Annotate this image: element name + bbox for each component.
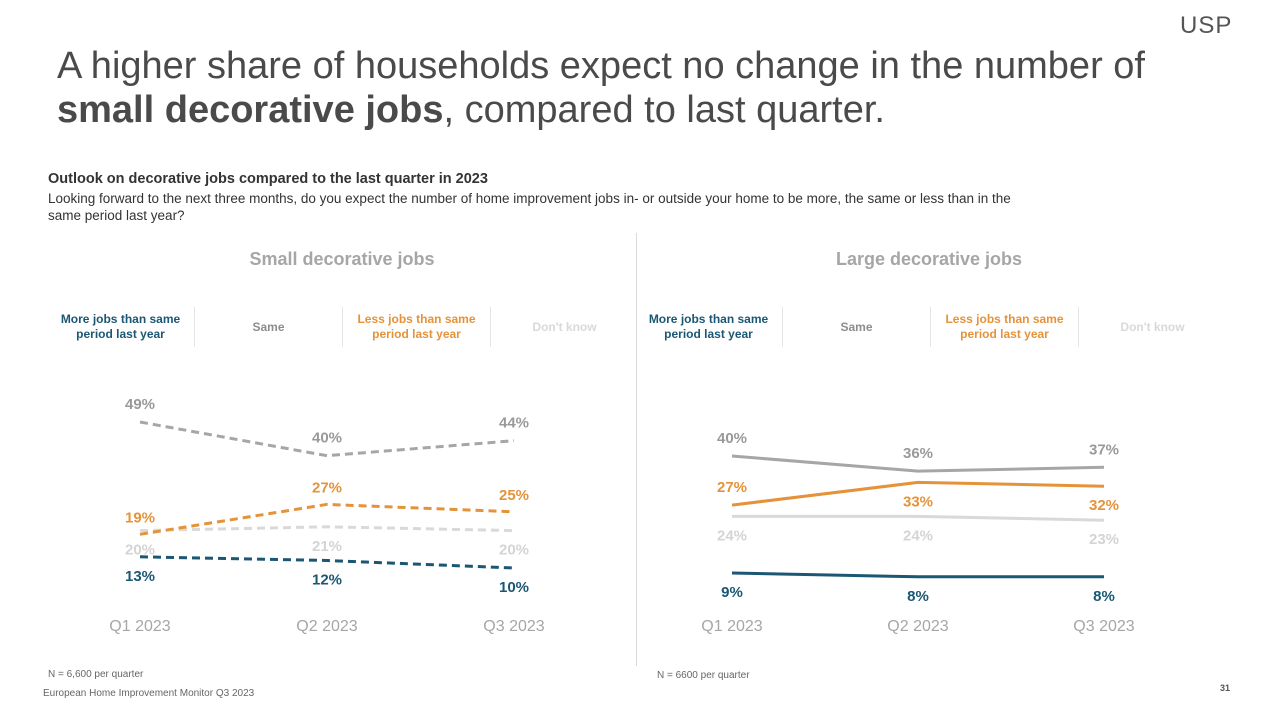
data-label-less: 32% (1089, 497, 1119, 514)
series-line-dontknow (732, 514, 1105, 522)
usp-logo: USP (1180, 12, 1233, 39)
legend-item-more: More jobs than same period last year (635, 307, 783, 347)
source-note: European Home Improvement Monitor Q3 202… (43, 688, 255, 699)
legend-item-dontknow: Don't know (1120, 319, 1185, 334)
data-label-dontknow: 24% (903, 527, 933, 544)
data-label-same: 49% (125, 396, 155, 413)
data-label-same: 36% (903, 445, 933, 462)
legend-large: More jobs than same period last year Sam… (635, 307, 1226, 347)
survey-question: Looking forward to the next three months… (48, 191, 1011, 223)
legend-item-dontknow: Don't know (532, 319, 597, 334)
x-tick-label: Q3 2023 (1073, 618, 1134, 635)
data-label-more: 8% (907, 588, 929, 605)
page-title: A higher share of households expect no c… (57, 44, 1207, 132)
headline-bold: small decorative jobs (57, 89, 444, 131)
data-label-dontknow: 20% (125, 542, 155, 559)
data-label-dontknow: 21% (312, 538, 342, 555)
page-number: 31 (1220, 683, 1231, 693)
data-label-same: 40% (312, 430, 342, 447)
data-label-same: 40% (717, 430, 747, 447)
data-label-less: 25% (499, 487, 529, 504)
data-label-same: 37% (1089, 441, 1119, 458)
series-line-same (731, 454, 1105, 473)
series-line-more (139, 555, 515, 570)
legend-item-same: Same (783, 307, 931, 347)
x-tick-label: Q3 2023 (483, 618, 544, 635)
series-line-same (139, 420, 515, 458)
data-label-dontknow: 23% (1089, 531, 1119, 548)
series-line-dontknow (139, 525, 515, 533)
legend-item-same: Same (195, 307, 343, 347)
data-label-dontknow: 20% (499, 542, 529, 559)
x-tick-label: Q1 2023 (701, 618, 762, 635)
data-label-less: 33% (903, 493, 933, 510)
data-label-more: 8% (1093, 588, 1115, 605)
headline-part2: , compared to last quarter. (443, 89, 885, 131)
data-label-more: 10% (499, 579, 529, 596)
x-tick-label: Q2 2023 (887, 618, 948, 635)
series-line-less (139, 502, 515, 536)
footnote-large: N = 6600 per quarter (657, 670, 750, 681)
chart-subtitle: Outlook on decorative jobs compared to t… (48, 171, 488, 187)
legend-item-less: Less jobs than same period last year (931, 307, 1079, 347)
data-label-same: 44% (499, 415, 529, 432)
data-label-less: 27% (312, 479, 342, 496)
panel-title-large: Large decorative jobs (835, 249, 1023, 269)
data-label-more: 12% (312, 572, 342, 589)
data-label-dontknow: 24% (717, 527, 747, 544)
legend-small: More jobs than same period last year Sam… (47, 307, 638, 347)
data-label-less: 27% (717, 479, 747, 496)
data-label-more: 9% (721, 584, 743, 601)
x-tick-label: Q1 2023 (109, 618, 170, 635)
data-label-more: 13% (125, 568, 155, 585)
series-line-less (731, 480, 1105, 507)
panel-divider (636, 233, 637, 666)
x-tick-label: Q2 2023 (296, 618, 357, 635)
legend-item-more: More jobs than same period last year (47, 307, 195, 347)
series-line-more (731, 571, 1104, 579)
footnote-small: N = 6,600 per quarter (48, 669, 144, 680)
data-label-less: 19% (125, 509, 155, 526)
legend-item-less: Less jobs than same period last year (343, 307, 491, 347)
panel-title-small: Small decorative jobs (249, 249, 435, 269)
headline-part1: A higher share of households expect no c… (57, 45, 1145, 87)
